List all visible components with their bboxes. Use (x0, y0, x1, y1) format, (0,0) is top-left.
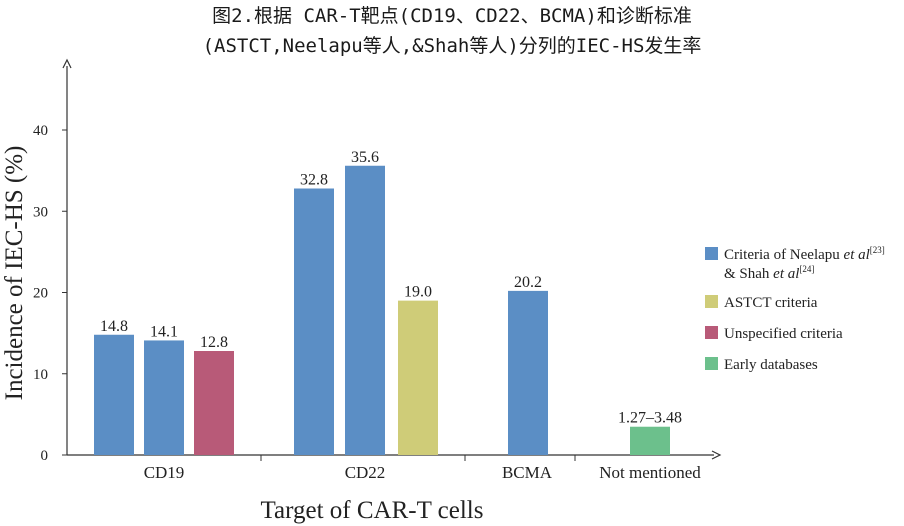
legend-label-neelapu-line2: & Shah et al[24] (724, 264, 814, 282)
chart-title-line-1: 图2.根据 CAR-T靶点(CD19、CD22、BCMA)和诊断标准 (212, 5, 692, 27)
y-tick-label: 30 (33, 204, 48, 220)
y-tick-label: 20 (33, 286, 48, 302)
value-label: 14.1 (150, 323, 178, 340)
value-label: 35.6 (351, 149, 379, 166)
bar-cd19-3 (194, 351, 234, 455)
bar-not-mentioned-8 (630, 426, 670, 455)
bar-cd19-1 (94, 334, 134, 455)
legend-swatch-unspecified (705, 326, 718, 339)
value-label: 20.2 (514, 274, 542, 291)
bar-cd22-5 (345, 165, 385, 455)
x-category-label: Not mentioned (599, 463, 701, 482)
y-axis-label: Incidence of IEC-HS (%) (1, 146, 28, 401)
legend-swatch-early (705, 357, 718, 370)
y-axis-arrow (62, 58, 72, 69)
y-tick-label: 10 (33, 367, 48, 383)
legend-label-astct: ASTCT criteria (724, 295, 818, 311)
legend-label-neelapu: Criteria of Neelapu et al[23] (724, 245, 885, 263)
bar-bcma-7 (508, 290, 548, 455)
bar-cd22-6 (398, 300, 438, 455)
x-category-label: BCMA (502, 463, 553, 482)
legend-label-early: Early databases (724, 357, 818, 373)
value-label: 19.0 (404, 284, 432, 301)
legend: Criteria of Neelapu et al[23]& Shah et a… (705, 245, 885, 373)
x-axis-arrow (711, 450, 722, 460)
x-category-label: CD22 (345, 463, 386, 482)
legend-swatch-astct (705, 295, 718, 308)
y-tick-label: 0 (41, 448, 49, 464)
bar-cd19-2 (144, 340, 184, 455)
chart-title-line-2: (ASTCT,Neelapu等人,&Shah等人)分列的IEC-HS发生率 (203, 35, 702, 57)
legend-label-unspecified: Unspecified criteria (724, 326, 843, 342)
value-label: 1.27–3.48 (618, 410, 682, 427)
x-axis-label: Target of CAR-T cells (261, 497, 484, 524)
value-label: 32.8 (300, 172, 328, 189)
value-label: 12.8 (200, 334, 228, 351)
x-category-label: CD19 (144, 463, 185, 482)
value-label: 14.8 (100, 318, 128, 335)
value-labels-group: 14.8 14.1 12.8 32.8 35.6 19.0 20.2 1.27–3.48 (100, 149, 682, 427)
bars-group (94, 165, 670, 455)
y-tick-label: 40 (33, 123, 48, 139)
bar-cd22-4 (294, 188, 334, 455)
legend-swatch-neelapu (705, 247, 718, 260)
